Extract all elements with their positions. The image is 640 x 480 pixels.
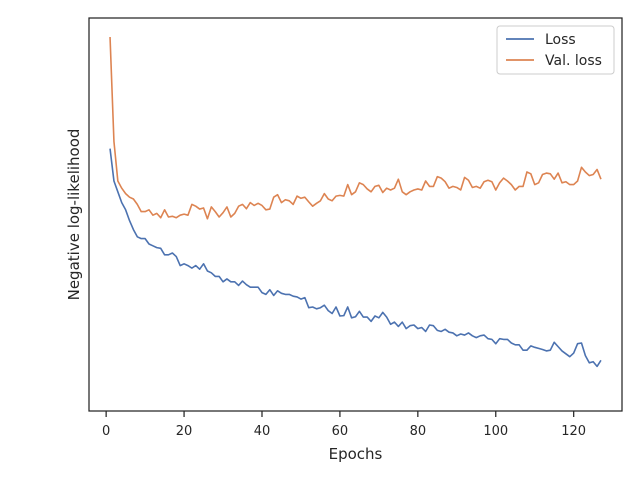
series-layer: [109, 36, 602, 368]
legend: Loss Val. loss: [496, 25, 615, 75]
legend-box: [496, 25, 615, 75]
x-axis-ticks: 0 20 40 60 80 100 120: [102, 411, 586, 439]
legend-label: Val. loss: [545, 53, 602, 69]
x-tick-label: 40: [254, 424, 271, 439]
legend-label: Loss: [545, 32, 576, 48]
x-tick-label: 0: [102, 424, 110, 439]
x-tick-label: 80: [410, 424, 427, 439]
series-line-val-loss: [109, 36, 602, 220]
plot-area: [88, 17, 623, 412]
series-line-loss: [109, 148, 602, 368]
x-tick-label: 60: [332, 424, 349, 439]
x-tick-label: 100: [483, 424, 508, 439]
x-tick-label: 120: [561, 424, 586, 439]
y-axis-label: Negative log-likelihood: [65, 129, 83, 301]
x-axis-label: Epochs: [329, 445, 383, 463]
axes-frame: [88, 17, 623, 412]
x-tick-label: 20: [176, 424, 193, 439]
